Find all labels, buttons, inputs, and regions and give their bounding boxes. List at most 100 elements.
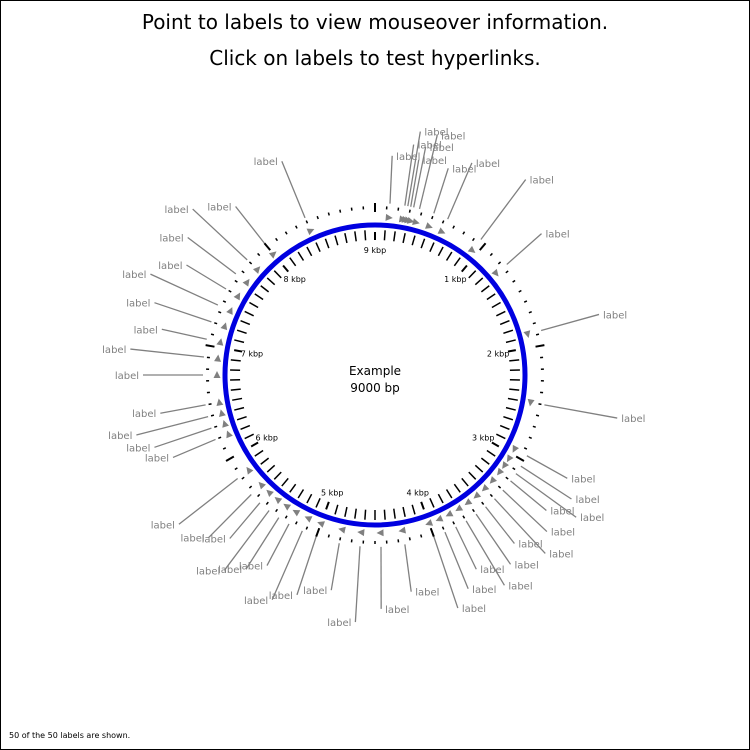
feature-label[interactable]: label xyxy=(158,261,182,272)
feature-label[interactable]: label xyxy=(218,565,242,576)
feature-arrow[interactable] xyxy=(455,504,464,512)
feature-arrow[interactable] xyxy=(213,371,221,378)
feature-arrow[interactable] xyxy=(406,216,415,224)
feature-label[interactable]: label xyxy=(269,591,293,602)
feature-label[interactable]: label xyxy=(239,562,263,573)
feature-arrow[interactable] xyxy=(304,516,313,523)
feature-label[interactable]: label xyxy=(603,310,627,321)
label-leader-line xyxy=(296,536,317,596)
feature-arrow[interactable] xyxy=(220,322,228,331)
feature-label[interactable]: label xyxy=(551,528,575,539)
feature-label[interactable]: label xyxy=(452,164,476,175)
feature-label[interactable]: label xyxy=(327,618,351,629)
feature-arrow[interactable] xyxy=(283,503,292,511)
feature-arrow[interactable] xyxy=(385,213,393,221)
feature-label[interactable]: label xyxy=(476,159,500,170)
feature-label[interactable]: label xyxy=(571,474,595,485)
feature-arrow[interactable] xyxy=(233,292,241,301)
feature-label[interactable]: label xyxy=(254,157,278,168)
feature-label[interactable]: label xyxy=(549,549,573,560)
feature-label[interactable]: label xyxy=(462,604,486,615)
feature-arrow[interactable] xyxy=(216,398,224,406)
feature-label[interactable]: label xyxy=(196,566,220,577)
feature-label[interactable]: label xyxy=(115,371,139,382)
feature-label[interactable]: label xyxy=(126,443,150,454)
feature-arrow[interactable] xyxy=(242,278,250,287)
feature-arrow[interactable] xyxy=(398,526,406,534)
feature-arrow[interactable] xyxy=(357,529,365,537)
feature-arrow[interactable] xyxy=(222,420,229,428)
feature-label[interactable]: label xyxy=(423,156,447,167)
feature-arrow[interactable] xyxy=(435,514,444,522)
feature-label[interactable]: label xyxy=(550,506,574,517)
feature-arrow[interactable] xyxy=(445,510,454,517)
feature-arrow[interactable] xyxy=(214,354,222,362)
feature-arrow[interactable] xyxy=(219,409,226,417)
feature-arrow[interactable] xyxy=(523,330,531,338)
feature-arrow[interactable] xyxy=(338,526,346,534)
feature-arrow[interactable] xyxy=(266,489,274,498)
feature-label[interactable]: label xyxy=(441,131,465,142)
feature-label[interactable]: label xyxy=(518,540,542,551)
feature-arrow[interactable] xyxy=(506,454,514,463)
feature-arrow[interactable] xyxy=(226,307,233,315)
feature-label[interactable]: label xyxy=(102,345,126,356)
feature-arrow[interactable] xyxy=(306,228,315,236)
feature-arrow[interactable] xyxy=(226,430,233,439)
feature-arrow[interactable] xyxy=(512,444,520,453)
feature-arrow[interactable] xyxy=(473,491,482,499)
feature-label[interactable]: label xyxy=(160,233,184,244)
feature-arrow[interactable] xyxy=(489,476,498,484)
feature-arrow[interactable] xyxy=(317,521,325,528)
feature-arrow[interactable] xyxy=(246,466,254,475)
feature-label[interactable]: label xyxy=(303,586,327,597)
feature-label[interactable]: label xyxy=(108,431,132,442)
feature-arrow[interactable] xyxy=(274,497,283,505)
feature-label[interactable]: label xyxy=(530,176,554,187)
feature-label[interactable]: label xyxy=(424,128,448,139)
feature-label[interactable]: label xyxy=(575,495,599,506)
feature-arrow[interactable] xyxy=(481,484,490,492)
feature-arrow[interactable] xyxy=(502,461,510,469)
feature-arrow[interactable] xyxy=(467,245,476,253)
feature-arrow[interactable] xyxy=(437,227,446,234)
feature-label[interactable]: label xyxy=(415,588,439,599)
feature-label[interactable]: label xyxy=(134,325,158,336)
feature-label[interactable]: label xyxy=(145,453,169,464)
feature-arrow[interactable] xyxy=(268,251,277,259)
feature-label[interactable]: label xyxy=(151,520,175,531)
feature-arrow[interactable] xyxy=(464,498,473,506)
feature-arrow[interactable] xyxy=(425,222,433,229)
feature-arrow[interactable] xyxy=(491,268,499,277)
feature-label[interactable]: label xyxy=(207,202,231,213)
feature-label[interactable]: label xyxy=(515,560,539,571)
feature-arrow[interactable] xyxy=(252,266,261,274)
feature-arrow[interactable] xyxy=(376,529,384,537)
feature-arrow[interactable] xyxy=(527,398,535,407)
feature-label[interactable]: label xyxy=(418,141,442,152)
feature-label[interactable]: label xyxy=(122,270,146,281)
feature-label[interactable]: label xyxy=(430,143,454,154)
feature-label[interactable]: label xyxy=(180,534,204,545)
feature-label[interactable]: label xyxy=(126,299,150,310)
feature-label[interactable]: label xyxy=(396,152,420,163)
feature-arrow[interactable] xyxy=(497,467,505,476)
feature-label[interactable]: label xyxy=(621,414,645,425)
instruction-click: Click on labels to test hyperlinks. xyxy=(209,46,541,70)
label-leader-line xyxy=(526,455,568,479)
feature-arrow[interactable] xyxy=(216,338,224,346)
feature-label[interactable]: label xyxy=(385,605,409,616)
feature-arrow[interactable] xyxy=(258,481,266,490)
feature-arrow[interactable] xyxy=(425,519,434,526)
feature-label[interactable]: label xyxy=(165,205,189,216)
feature-label[interactable]: label xyxy=(472,585,496,596)
feature-label[interactable]: label xyxy=(202,534,226,545)
feature-label[interactable]: label xyxy=(546,230,570,241)
feature-label[interactable]: label xyxy=(508,581,532,592)
feature-label[interactable]: label xyxy=(132,409,156,420)
feature-arrow[interactable] xyxy=(412,218,420,225)
feature-arrow[interactable] xyxy=(292,509,301,517)
feature-label[interactable]: label xyxy=(580,513,604,524)
feature-label[interactable]: label xyxy=(244,596,268,607)
feature-label[interactable]: label xyxy=(480,565,504,576)
